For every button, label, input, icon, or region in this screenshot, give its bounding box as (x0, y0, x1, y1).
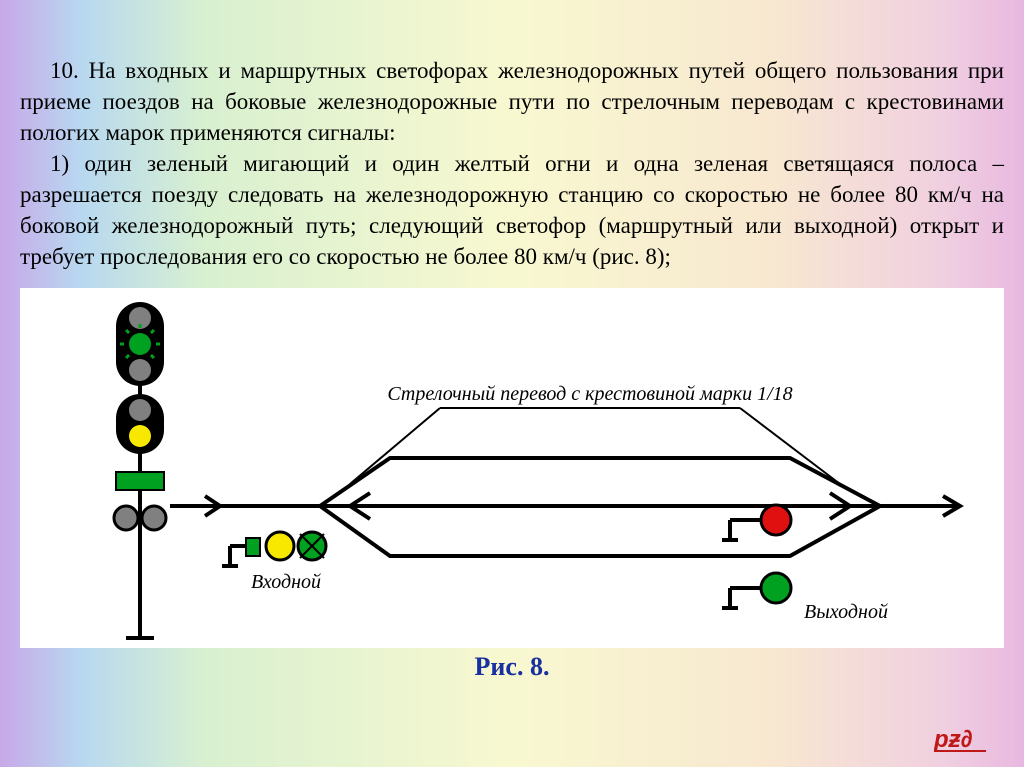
main-signal-mast (114, 302, 166, 638)
switch-label: Стрелочный перевод с крестовиной марки 1… (387, 383, 792, 405)
paragraph-10-1: 1) один зеленый мигающий и один желтый о… (20, 148, 1004, 272)
paragraph-10: 10. На входных и маршрутных светофорах ж… (20, 55, 1004, 148)
rzd-logo-icon: pƶ∂ (934, 725, 998, 755)
exit-signal-green (722, 573, 791, 608)
svg-text:pƶ∂: pƶ∂ (934, 726, 973, 753)
railway-signal-diagram: Стрелочный перевод с крестовиной марки 1… (20, 288, 1004, 648)
callout-lines (350, 408, 840, 484)
diagram-figure-8: Стрелочный перевод с крестовиной марки 1… (20, 288, 1004, 648)
exit-signal-red (722, 505, 791, 540)
body-text: 10. На входных и маршрутных светофорах ж… (0, 0, 1024, 282)
exit-label: Выходной (804, 601, 888, 623)
entry-dwarf-signal (222, 532, 326, 566)
entry-label: Входной (251, 571, 321, 593)
figure-caption: Рис. 8. (0, 652, 1024, 682)
